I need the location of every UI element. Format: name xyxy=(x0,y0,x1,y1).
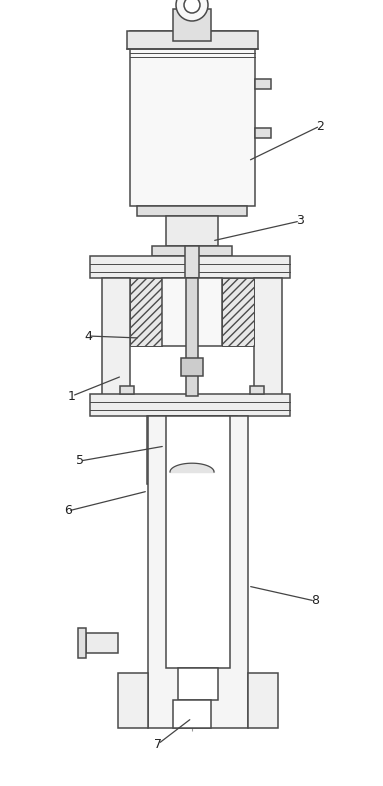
Bar xyxy=(255,128,271,138)
Bar xyxy=(90,256,290,278)
Circle shape xyxy=(184,0,200,13)
Bar xyxy=(178,668,218,700)
Bar xyxy=(102,278,130,396)
Bar xyxy=(162,278,222,346)
Bar xyxy=(173,700,211,728)
Bar xyxy=(181,358,203,376)
Text: 1: 1 xyxy=(68,390,76,402)
Bar xyxy=(173,9,211,41)
Text: 3: 3 xyxy=(296,215,304,227)
Text: 6: 6 xyxy=(64,505,72,517)
Bar xyxy=(152,246,232,256)
Bar xyxy=(148,416,248,728)
Bar xyxy=(137,206,247,216)
Bar xyxy=(166,216,218,246)
Bar xyxy=(186,278,198,396)
Text: 2: 2 xyxy=(316,119,324,133)
Text: 7: 7 xyxy=(154,737,162,751)
Bar xyxy=(90,394,290,416)
Text: 4: 4 xyxy=(84,329,92,343)
Bar xyxy=(86,633,118,653)
Bar xyxy=(127,31,258,49)
Bar xyxy=(130,31,255,206)
Bar xyxy=(250,386,264,394)
Bar xyxy=(255,79,271,89)
Bar xyxy=(120,386,134,394)
Text: 8: 8 xyxy=(311,594,319,608)
Polygon shape xyxy=(155,426,229,472)
Bar xyxy=(248,673,278,728)
Bar xyxy=(118,673,148,728)
Text: 5: 5 xyxy=(76,454,84,468)
Bar xyxy=(254,278,282,396)
Bar xyxy=(78,628,86,658)
Circle shape xyxy=(176,0,208,21)
Bar xyxy=(130,278,162,346)
Bar xyxy=(185,246,199,278)
Bar xyxy=(166,416,230,668)
Bar xyxy=(147,416,237,484)
Bar xyxy=(222,278,254,346)
